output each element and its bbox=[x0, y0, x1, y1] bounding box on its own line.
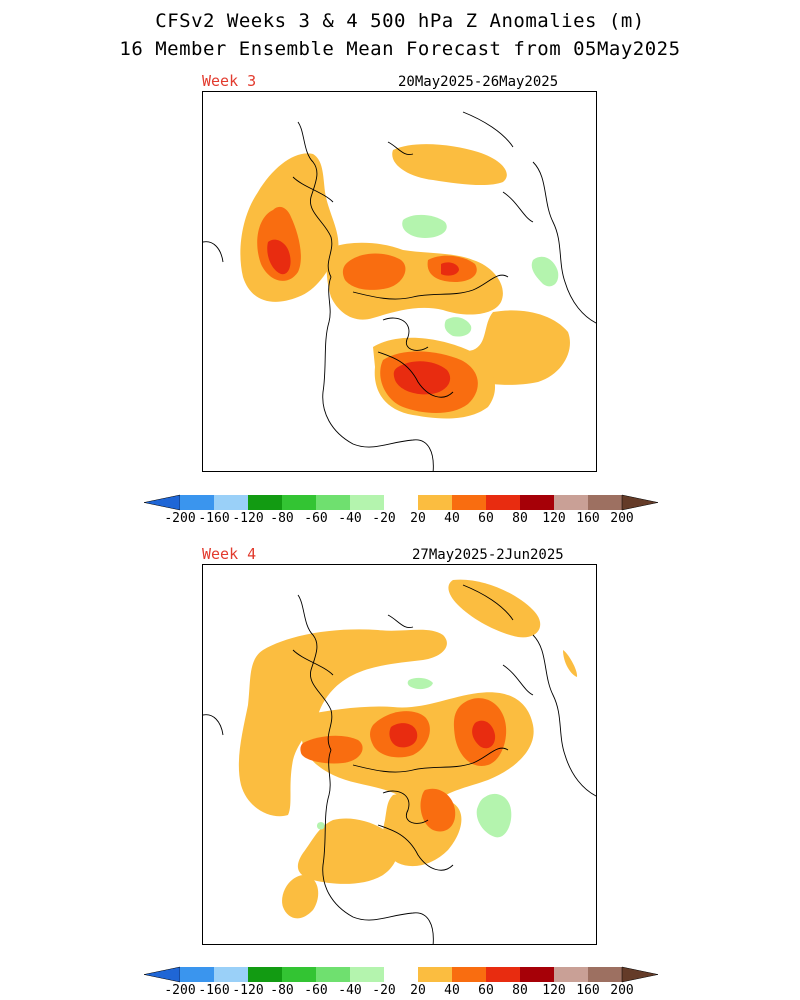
week3-coastlines bbox=[203, 111, 596, 471]
colorbar-swatch bbox=[316, 495, 350, 510]
main-subtitle: 16 Member Ensemble Mean Forecast from 05… bbox=[119, 38, 681, 60]
colorbar-swatch bbox=[452, 495, 486, 510]
colorbar-tick-label: -80 bbox=[270, 511, 294, 526]
colorbar-swatch bbox=[418, 495, 452, 510]
week3-colorbar-labels: -200 -160 -120 -80 -60 -40 -20 20 40 60 80 120 160 20… bbox=[0, 511, 800, 527]
week4-coastlines bbox=[203, 584, 596, 944]
colorbar-swatch bbox=[350, 495, 384, 510]
colorbar-arrow-high bbox=[621, 494, 658, 511]
colorbar-arrow-low bbox=[144, 494, 181, 511]
colorbar-swatch bbox=[282, 495, 316, 510]
week4-date-range: 27May2025-2Jun2025 bbox=[412, 547, 564, 563]
week3-anomaly-neg20m bbox=[402, 214, 559, 337]
colorbar-tick-label: 200 bbox=[610, 983, 634, 998]
colorbar-tick-label: -20 bbox=[372, 983, 396, 998]
colorbar-tick-label: -200 bbox=[164, 511, 196, 526]
colorbar-tick-label: 40 bbox=[444, 511, 460, 526]
colorbar-tick-label: -60 bbox=[304, 511, 328, 526]
colorbar-swatch bbox=[452, 967, 486, 982]
colorbar-tick-label: -80 bbox=[270, 983, 294, 998]
colorbar-tick-label: -40 bbox=[338, 983, 362, 998]
colorbar-tick-label: -120 bbox=[232, 983, 264, 998]
colorbar-swatch bbox=[486, 967, 520, 982]
colorbar-tick-label: 20 bbox=[410, 983, 426, 998]
colorbar-tick-label: -40 bbox=[338, 511, 362, 526]
colorbar-tick-label: 80 bbox=[512, 511, 528, 526]
colorbar-tick-label: 160 bbox=[576, 511, 600, 526]
colorbar-swatch bbox=[248, 495, 282, 510]
colorbar-tick-label: -200 bbox=[164, 983, 196, 998]
colorbar-tick-label: 120 bbox=[542, 983, 566, 998]
colorbar-tick-label: 60 bbox=[478, 511, 494, 526]
week3-colorbar bbox=[144, 494, 658, 511]
colorbar-tick-label: 120 bbox=[542, 511, 566, 526]
week3-label: Week 3 bbox=[202, 72, 257, 90]
colorbar-tick-label: -120 bbox=[232, 511, 264, 526]
colorbar-swatch bbox=[554, 967, 588, 982]
week3-map bbox=[202, 91, 597, 472]
week3-date-range: 20May2025-26May2025 bbox=[398, 74, 559, 90]
colorbar-arrow-high bbox=[621, 966, 658, 983]
colorbar-swatch bbox=[180, 967, 214, 982]
colorbar-tick-label: 40 bbox=[444, 983, 460, 998]
colorbar-swatch bbox=[350, 967, 384, 982]
colorbar-swatch bbox=[554, 495, 588, 510]
colorbar-swatch bbox=[214, 495, 248, 510]
colorbar-swatch bbox=[588, 495, 622, 510]
week4-anomaly-neg20m bbox=[316, 677, 512, 838]
colorbar-tick-label: -20 bbox=[372, 511, 396, 526]
week4-label: Week 4 bbox=[202, 545, 257, 563]
colorbar-tick-label: -160 bbox=[198, 983, 230, 998]
main-title: CFSv2 Weeks 3 & 4 500 hPa Z Anomalies (m… bbox=[155, 10, 645, 32]
colorbar-tick-label: 60 bbox=[478, 983, 494, 998]
colorbar-swatch bbox=[588, 967, 622, 982]
colorbar-swatch bbox=[384, 495, 418, 510]
week3-anomaly-60m bbox=[267, 239, 459, 395]
colorbar-tick-label: -60 bbox=[304, 983, 328, 998]
week4-map bbox=[202, 564, 597, 945]
colorbar-tick-label: 20 bbox=[410, 511, 426, 526]
colorbar-swatch bbox=[180, 495, 214, 510]
colorbar-swatch bbox=[282, 967, 316, 982]
week4-colorbar bbox=[144, 966, 658, 983]
colorbar-swatch bbox=[520, 967, 554, 982]
colorbar-swatch bbox=[486, 495, 520, 510]
colorbar-swatch bbox=[316, 967, 350, 982]
colorbar-tick-label: -160 bbox=[198, 511, 230, 526]
colorbar-tick-label: 160 bbox=[576, 983, 600, 998]
week4-colorbar-labels: -200 -160 -120 -80 -60 -40 -20 20 40 60 80 120 160 20… bbox=[0, 983, 800, 999]
colorbar-swatch bbox=[214, 967, 248, 982]
colorbar-swatch bbox=[520, 495, 554, 510]
colorbar-tick-label: 80 bbox=[512, 983, 528, 998]
colorbar-swatch bbox=[248, 967, 282, 982]
colorbar-tick-label: 200 bbox=[610, 511, 634, 526]
colorbar-arrow-low bbox=[144, 966, 181, 983]
colorbar-swatch bbox=[384, 967, 418, 982]
week4-anomaly-60m bbox=[389, 720, 496, 749]
colorbar-swatch bbox=[418, 967, 452, 982]
